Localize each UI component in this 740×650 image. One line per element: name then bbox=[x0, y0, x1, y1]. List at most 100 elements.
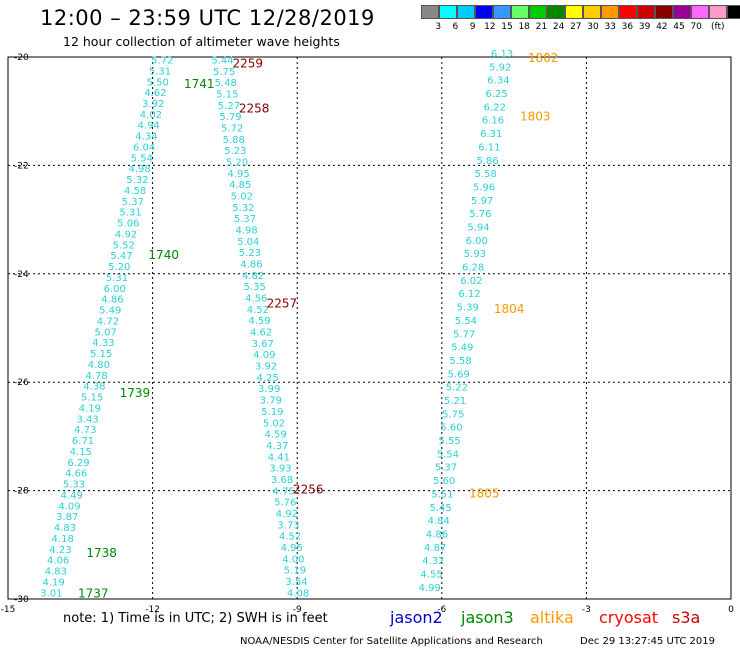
wave-height-value: 5.20 bbox=[108, 262, 130, 273]
wave-height-value: 5.47 bbox=[110, 251, 132, 262]
wave-height-value: 4.59 bbox=[264, 430, 286, 441]
wave-height-value: 4.37 bbox=[266, 441, 288, 452]
wave-height-value: 3.68 bbox=[271, 475, 293, 486]
scale-swatch bbox=[439, 5, 457, 19]
x-tick-label: -15 bbox=[1, 605, 16, 615]
scale-swatch bbox=[655, 5, 673, 19]
x-tick-label: -9 bbox=[293, 605, 302, 615]
scale-label: 24 bbox=[552, 22, 565, 32]
wave-height-value: 4.83 bbox=[54, 523, 76, 534]
pass-label: 2259 bbox=[232, 57, 263, 71]
wave-height-value: 5.15 bbox=[81, 393, 103, 404]
wave-height-value: 5.06 bbox=[117, 219, 139, 230]
wave-height-value: 5.31 bbox=[106, 273, 128, 284]
wave-height-value: 4.75 bbox=[273, 486, 295, 497]
wave-height-value: 4.84 bbox=[428, 516, 450, 527]
scale-swatch bbox=[727, 5, 740, 19]
wave-height-value: 5.97 bbox=[471, 196, 493, 207]
mission-altika: altika bbox=[530, 608, 574, 627]
wave-height-value: 3.54 bbox=[285, 577, 307, 588]
wave-height-value: 5.58 bbox=[475, 169, 497, 180]
wave-height-value: 4.09 bbox=[253, 350, 275, 361]
scale-swatch bbox=[529, 5, 547, 19]
wave-height-value: 4.56 bbox=[245, 294, 267, 305]
pass-label: 1739 bbox=[120, 386, 151, 400]
wave-height-value: 5.35 bbox=[244, 282, 266, 293]
wave-height-value: 5.75 bbox=[213, 67, 235, 78]
wave-height-value: 5.49 bbox=[99, 306, 121, 317]
y-tick-label: -22 bbox=[14, 161, 29, 171]
wave-height-value: 4.58 bbox=[124, 186, 146, 197]
wave-height-value: 4.38 bbox=[83, 382, 105, 393]
wave-height-value: 6.13 bbox=[491, 49, 513, 60]
wave-height-value: 5.51 bbox=[431, 489, 453, 500]
wave-height-value: 5.52 bbox=[113, 240, 135, 251]
wave-height-value: 4.52 bbox=[279, 532, 301, 543]
wave-height-value: 5.79 bbox=[219, 112, 241, 123]
wave-height-value: 5.19 bbox=[284, 566, 306, 577]
y-tick-label: -30 bbox=[14, 595, 29, 605]
wave-height-value: 5.33 bbox=[63, 480, 85, 491]
x-tick-label: -12 bbox=[145, 605, 160, 615]
wave-height-value: 5.07 bbox=[95, 327, 117, 338]
wave-height-value: 5.15 bbox=[216, 90, 238, 101]
y-tick-label: -20 bbox=[14, 53, 29, 63]
wave-height-value: 4.33 bbox=[92, 338, 114, 349]
wave-height-value: 5.72 bbox=[151, 56, 173, 67]
scale-swatch bbox=[511, 5, 529, 19]
wave-height-value: 5.37 bbox=[234, 214, 256, 225]
wave-height-value: 4.34 bbox=[135, 132, 157, 143]
wave-height-value: 4.80 bbox=[88, 360, 110, 371]
wave-height-value: 4.23 bbox=[49, 545, 71, 556]
wave-height-value: 5.88 bbox=[223, 135, 245, 146]
wave-height-value: 6.31 bbox=[480, 129, 502, 140]
wave-height-value: 4.19 bbox=[43, 577, 65, 588]
wave-height-value: 4.02 bbox=[140, 110, 162, 121]
wave-height-value: 6.22 bbox=[484, 102, 506, 113]
wave-height-value: 5.75 bbox=[442, 409, 464, 420]
scale-label: 15 bbox=[501, 22, 513, 32]
wave-height-value: 6.71 bbox=[72, 436, 94, 447]
wave-height-value: 5.60 bbox=[440, 423, 462, 434]
y-tick-label: -26 bbox=[14, 378, 29, 388]
scale-label: 30 bbox=[587, 22, 599, 32]
wave-height-value: 5.54 bbox=[455, 316, 477, 327]
wave-height-value: 5.37 bbox=[435, 463, 457, 474]
wave-height-value: 5.96 bbox=[473, 182, 495, 193]
wave-height-value: 4.73 bbox=[74, 425, 96, 436]
pass-label: 2256 bbox=[293, 483, 324, 497]
wave-height-value: 4.99 bbox=[419, 583, 441, 594]
wave-height-value: 5.32 bbox=[232, 203, 254, 214]
scale-label: 70 bbox=[690, 22, 702, 32]
wave-height-value: 3.67 bbox=[252, 339, 274, 350]
pass-label: 1805 bbox=[469, 486, 500, 500]
wave-height-value: 5.27 bbox=[218, 101, 240, 112]
wave-height-value: 4.92 bbox=[276, 509, 298, 520]
pass-label: 1737 bbox=[78, 587, 109, 601]
wave-height-value: 5.55 bbox=[438, 436, 460, 447]
scale-label: 6 bbox=[452, 22, 459, 32]
mission-cryosat: cryosat bbox=[599, 608, 659, 627]
wave-height-value: 4.98 bbox=[128, 164, 150, 175]
scale-swatch bbox=[601, 5, 619, 19]
wave-height-value: 4.49 bbox=[61, 490, 83, 501]
wave-height-value: 5.31 bbox=[149, 66, 171, 77]
wave-height-value: 5.39 bbox=[457, 303, 479, 314]
wave-height-value: 5.54 bbox=[131, 153, 153, 164]
wave-height-value: 5.54 bbox=[437, 449, 459, 460]
scale-swatch bbox=[673, 5, 691, 19]
wave-height-value: 5.45 bbox=[429, 503, 451, 514]
chart-subtitle: 12 hour collection of altimeter wave hei… bbox=[63, 34, 340, 49]
scale-label: 9 bbox=[469, 22, 476, 32]
wave-height-value: 4.92 bbox=[115, 229, 137, 240]
scale-swatch bbox=[619, 5, 637, 19]
wave-height-value: 5.04 bbox=[237, 237, 259, 248]
wave-height-value: 4.98 bbox=[236, 226, 258, 237]
x-tick-label: -3 bbox=[582, 605, 591, 615]
wave-height-value: 4.62 bbox=[144, 88, 166, 99]
x-tick-label: -6 bbox=[437, 605, 446, 615]
scale-label: 3 bbox=[435, 22, 442, 32]
wave-height-value: 4.78 bbox=[85, 371, 107, 382]
wave-height-value: 4.66 bbox=[65, 469, 87, 480]
